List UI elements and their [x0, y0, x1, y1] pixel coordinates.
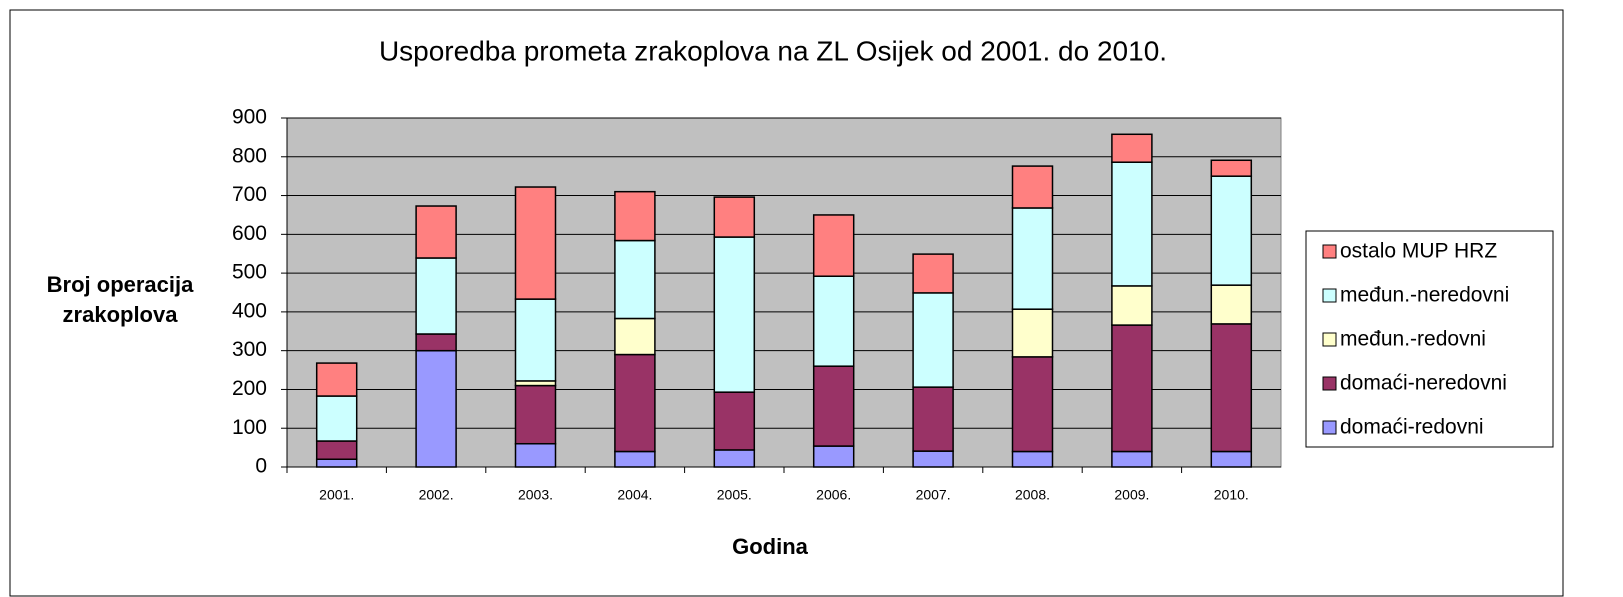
chart-title: Usporedba prometa zrakoplova na ZL Osije… [379, 35, 1167, 66]
x-tick-label: 2006. [816, 487, 851, 503]
bar-segment [1111, 133, 1153, 163]
bar-segment [1011, 207, 1054, 310]
bar-segment [514, 298, 557, 382]
bar-segment [1210, 175, 1253, 286]
bar-segment [1011, 165, 1054, 209]
bar-segment [1210, 284, 1253, 325]
bar-segment [415, 257, 457, 335]
bar-segment [315, 395, 358, 442]
bar-segment [812, 275, 855, 367]
y-tick-label: 500 [232, 261, 267, 284]
bar-segment [713, 196, 756, 238]
x-tick-label: 2002. [419, 487, 454, 503]
bar-segment [614, 450, 656, 468]
bar-segment [713, 236, 756, 393]
legend-swatch [1322, 288, 1337, 303]
legend-label: domaći-neredovni [1340, 372, 1507, 395]
y-tick-label: 200 [232, 377, 267, 400]
bar-segment [614, 353, 656, 453]
legend-label: ostalo MUP HRZ [1340, 240, 1497, 263]
y-axis-label: zrakoplova [63, 302, 179, 327]
bar-segment [713, 391, 756, 451]
x-tick-label: 2001. [319, 487, 354, 503]
bar-segment [1011, 356, 1054, 453]
bar-segment [912, 450, 954, 468]
bar-segment [912, 292, 954, 388]
bar-segment [415, 205, 457, 259]
legend-swatch [1322, 376, 1337, 391]
bar-segment [415, 333, 457, 352]
bar-segment [614, 317, 656, 356]
bar-segment [713, 449, 756, 468]
bar-segment [1011, 450, 1054, 468]
bar-segment [1111, 161, 1153, 287]
y-tick-label: 100 [232, 416, 267, 439]
bar-segment [1111, 285, 1153, 326]
bar-segment [912, 386, 954, 452]
y-tick-label: 900 [232, 106, 267, 129]
y-tick-label: 700 [232, 183, 267, 206]
x-tick-label: 2003. [518, 487, 553, 503]
bar-segment [812, 214, 855, 277]
x-axis-label: Godina [732, 534, 809, 559]
y-tick-label: 300 [232, 338, 267, 361]
bar-segment [614, 190, 656, 242]
bar-segment [315, 458, 358, 468]
bar-segment [514, 186, 557, 300]
bar-segment [1210, 450, 1253, 468]
bar-segment [614, 239, 656, 320]
bar-segment [315, 440, 358, 460]
y-axis-label: Broj operacija [47, 272, 194, 297]
x-tick-label: 2005. [717, 487, 752, 503]
y-tick-label: 400 [232, 299, 267, 322]
legend-swatch [1322, 420, 1337, 435]
bar-segment [1111, 450, 1153, 468]
legend-box [1305, 230, 1554, 448]
bar-segment [1210, 159, 1253, 177]
x-tick-label: 2009. [1114, 487, 1149, 503]
y-tick-label: 0 [255, 455, 267, 478]
bar-segment [415, 349, 457, 468]
bar-segment [812, 445, 855, 468]
x-tick-label: 2008. [1015, 487, 1050, 503]
legend-swatch [1322, 244, 1337, 259]
y-tick-label: 600 [232, 222, 267, 245]
x-tick-label: 2010. [1214, 487, 1249, 503]
bar-segment [1210, 323, 1253, 453]
bar-segment [514, 384, 557, 445]
bar-segment [315, 362, 358, 397]
x-tick-label: 2004. [617, 487, 652, 503]
legend-label: međun.-neredovni [1340, 284, 1509, 307]
legend-label: međun.-redovni [1340, 328, 1486, 351]
legend-label: domaći-redovni [1340, 416, 1484, 439]
bar-segment [514, 442, 557, 468]
x-tick-label: 2007. [916, 487, 951, 503]
y-tick-label: 800 [232, 144, 267, 167]
legend-swatch [1322, 332, 1337, 347]
bar-segment [1011, 308, 1054, 358]
bar-segment [912, 253, 954, 294]
bar-segment [1111, 324, 1153, 453]
bar-segment [812, 365, 855, 447]
